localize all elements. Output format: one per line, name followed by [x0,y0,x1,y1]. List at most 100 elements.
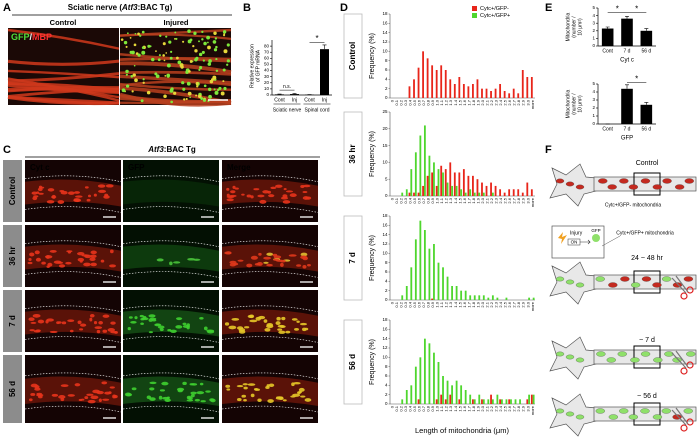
panel-letter: F [545,144,552,156]
bar [469,189,472,196]
mito [89,317,93,322]
gfp-dot [189,96,191,99]
x-tick-label: 2.0 [480,301,485,307]
mito [102,314,110,318]
mito [37,395,43,399]
mito [652,282,662,288]
x-tick-label: 1.8 [471,99,476,105]
mito [131,387,137,391]
x-tick-label: 0.6 [417,301,422,307]
gfp-dot [169,88,174,93]
gfp-dot [185,70,189,74]
bar [472,399,474,404]
bar [405,390,408,404]
x-tick-label: 0.2 [398,197,403,203]
lightning [558,232,567,244]
bar [464,192,467,196]
gfp-dot [220,91,225,96]
gfp-dot [141,46,145,50]
gfp-dot [169,56,173,60]
y-tick-label: 60 [264,56,270,61]
row-label-box [343,111,363,197]
mito [302,190,308,194]
bar [482,295,485,300]
bar [428,155,431,196]
gfp-dot [157,58,161,62]
mito [92,389,101,394]
mito [598,178,608,184]
x-tick-label: 2.4 [498,197,503,203]
bar [472,84,474,98]
y-tick-label: 4 [385,77,388,82]
x-tick-label: 0.8 [426,405,431,411]
bar [405,286,408,300]
mito [67,191,75,195]
mito [565,354,575,360]
mito [190,394,195,398]
gfp-dot [222,80,225,83]
bar [431,65,434,98]
x-tick-label: 1.6 [462,197,467,203]
gfp-dot [177,60,182,65]
mito [58,264,66,268]
bar [453,84,456,98]
mito [289,193,297,198]
x-tick-label: 0.5 [412,197,417,203]
bar [437,169,440,196]
x-tick-label: 1.2 [444,405,449,411]
gfp-dot [168,40,172,44]
x-tick-label: 2.2 [489,197,494,203]
gfp-dot [147,44,151,48]
x-tick-label: 3.0 [525,405,530,411]
mito [231,318,240,321]
mito [34,387,41,391]
bar [433,352,435,404]
gfp-dot [175,37,178,40]
bar [460,189,463,196]
gfp-dot [208,94,212,99]
bar [433,244,435,300]
gfp-dot [201,38,204,41]
x-tick-label: 2.4 [498,405,503,411]
mito [244,326,250,329]
mito [49,249,57,253]
x-tick-label: 1.9 [475,405,480,411]
bar [458,172,461,196]
mito [206,329,215,333]
gfp-dot [126,32,129,35]
x-tick-label: 0.9 [430,405,435,411]
mito [664,351,674,357]
bar [440,394,443,404]
x-tick-label: 3.0 [525,197,530,203]
mito [275,184,283,188]
y-tick-label: 10 [382,355,388,360]
x-tick-label: 0.1 [394,405,399,411]
bar [440,165,443,196]
y-axis-label: 10 μm²) [577,95,583,113]
x-tick-label: 2.7 [512,301,517,307]
gfp-dot [213,88,216,91]
mito [652,184,662,190]
bar [521,70,524,98]
gfp-dot [141,30,145,34]
mito [628,414,638,420]
mito [258,252,262,256]
gfp-dot [187,91,192,96]
mito [254,263,261,266]
mito [77,320,82,325]
mito [296,320,300,323]
x-tick-label: 0.4 [407,99,412,105]
bar [435,185,438,196]
bar [446,182,449,196]
fiber [7,28,120,50]
x-tick-label: 0.5 [412,99,417,105]
x-tick-label: 1.1 [439,301,444,307]
mito [237,398,242,402]
gfp-dot [198,68,201,71]
bar [414,239,417,300]
mito [292,382,301,385]
mito [266,324,274,329]
mito [203,326,208,331]
gfp-dot [198,52,203,57]
x-tick-label: 2.1 [484,99,489,105]
